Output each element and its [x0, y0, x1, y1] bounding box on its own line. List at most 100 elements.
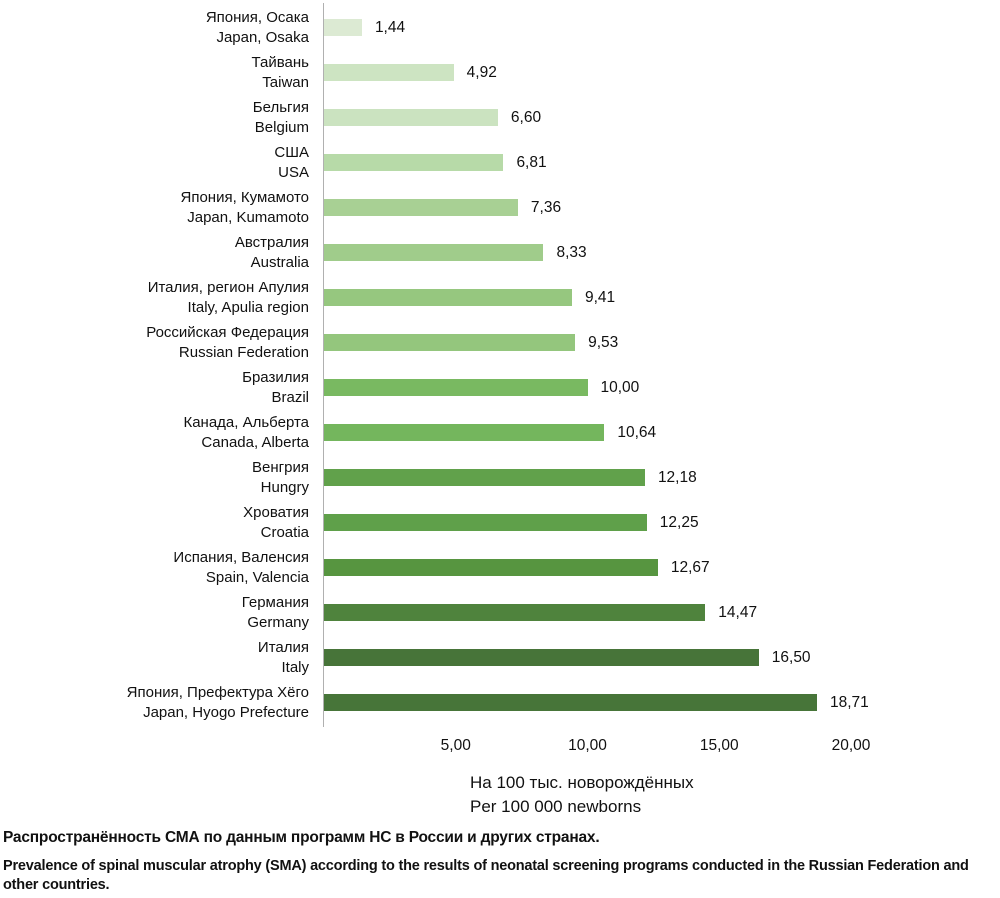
category-label-en: Italy [281, 658, 309, 676]
bar [324, 109, 498, 126]
bar [324, 334, 576, 351]
category-label: Австралия Australia [0, 233, 309, 272]
category-label-ru: Германия [241, 594, 309, 611]
category-label: Италия Italy [0, 638, 309, 677]
bar-track: 6,60 [324, 109, 1000, 127]
value-label: 7,36 [530, 198, 562, 216]
chart-row: Япония, Префектура Хёго Japan, Hyogo Pref… [0, 680, 1000, 725]
category-label-en: USA [278, 163, 309, 181]
value-label: 9,53 [588, 333, 619, 351]
category-label-ru: Италия, регион Апулия [147, 279, 309, 296]
chart-row: Италия, регион Апулия Italy, Apulia regio… [0, 275, 1000, 320]
x-tick-label: 20,00 [831, 737, 871, 754]
bar-track: 16,50 [324, 649, 1000, 667]
category-label-en: Spain, Valencia [205, 568, 309, 586]
category-label-en: Canada, Alberta [201, 433, 309, 451]
category-label: Российская Федерация Russian Federation [0, 323, 309, 362]
category-label: Япония, Осака Japan, Osaka [0, 8, 309, 47]
bar-track: 10,00 [324, 379, 1000, 397]
category-label: Хроватия Croatia [0, 503, 309, 542]
bar-track: 12,25 [324, 514, 1000, 532]
chart-row: Италия Italy 16,50 [0, 635, 1000, 680]
category-label: США USA [0, 143, 309, 182]
category-label-ru: Япония, Префектура Хёго [126, 684, 309, 701]
value-label: 6,60 [510, 108, 542, 126]
category-label: Япония, Кумамото Japan, Kumamoto [0, 188, 309, 227]
value-label: 18,71 [830, 693, 869, 711]
category-label-ru: Российская Федерация [146, 324, 309, 341]
bar-track: 4,92 [324, 64, 1000, 82]
value-label: 10,00 [600, 378, 640, 396]
category-label-en: Japan, Kumamoto [187, 208, 309, 226]
category-label: Венгрия Hungry [0, 458, 309, 497]
value-label: 12,18 [657, 468, 697, 486]
category-label: Бельгия Belgium [0, 98, 309, 137]
x-axis-ticks: 5,00 10,00 15,00 20,00 [324, 737, 884, 757]
value-label: 4,92 [466, 63, 497, 81]
category-label-ru: Венгрия [252, 459, 309, 476]
bar [324, 154, 504, 171]
chart-row: Испания, Валенсия Spain, Valencia 12,67 [0, 545, 1000, 590]
figure-caption: Распространённость СМА по данным програм… [3, 828, 997, 895]
bar-track: 7,36 [324, 199, 1000, 217]
bar-track: 10,64 [324, 424, 1000, 442]
category-label-ru: Италия [257, 639, 309, 656]
category-label-en: Brazil [271, 388, 309, 406]
value-label: 9,41 [584, 288, 616, 306]
bar [324, 649, 759, 666]
y-axis-line [322, 3, 324, 727]
category-label-en: Croatia [260, 523, 309, 541]
bar [324, 199, 518, 216]
bar [324, 64, 454, 81]
category-label-en: Japan, Osaka [216, 28, 309, 46]
category-label-ru: Япония, Осака [205, 9, 309, 26]
bar [324, 424, 605, 441]
chart-row: Бельгия Belgium 6,60 [0, 95, 1000, 140]
category-label-ru: Япония, Кумамото [180, 189, 309, 206]
category-label-en: Germany [247, 613, 309, 631]
x-axis-title-en: Per 100 000 newborns [470, 796, 642, 816]
bar-track: 1,44 [324, 19, 1000, 37]
bar-track: 12,18 [324, 469, 1000, 487]
category-label-en: Taiwan [262, 73, 309, 91]
category-label-ru: Бельгия [252, 99, 309, 116]
category-label: Тайвань Taiwan [0, 53, 309, 92]
x-tick-label: 10,00 [568, 737, 607, 754]
bar [324, 244, 544, 261]
category-label-ru: Тайвань [251, 54, 309, 71]
category-label: Япония, Префектура Хёго Japan, Hyogo Pref… [0, 683, 309, 722]
category-label: Бразилия Brazil [0, 368, 309, 407]
category-label-en: Italy, Apulia region [187, 298, 309, 316]
bar [324, 19, 362, 36]
value-label: 1,44 [374, 18, 406, 36]
category-label-ru: Бразилия [242, 369, 309, 386]
category-label: Испания, Валенсия Spain, Valencia [0, 548, 309, 587]
category-label-en: Russian Federation [178, 343, 309, 361]
value-label: 14,47 [718, 603, 758, 621]
bar [324, 289, 572, 306]
x-tick-label: 5,00 [440, 737, 471, 754]
x-axis-title: На 100 тыс. новорождённых Per 100 000 ne… [470, 771, 694, 818]
chart-row: Венгрия Hungry 12,18 [0, 455, 1000, 500]
value-label: 8,33 [556, 243, 587, 261]
chart-row: Бразилия Brazil 10,00 [0, 365, 1000, 410]
chart-row: США USA 6,81 [0, 140, 1000, 185]
category-label: Канада, Альберта Canada, Alberta [0, 413, 309, 452]
chart-row: Япония, Осака Japan, Osaka 1,44 [0, 5, 1000, 50]
chart-row: Хроватия Croatia 12,25 [0, 500, 1000, 545]
chart-row: Тайвань Taiwan 4,92 [0, 50, 1000, 95]
chart-row: Германия Germany 14,47 [0, 590, 1000, 635]
bar-track: 18,71 [324, 694, 1000, 712]
category-label-en: Australia [250, 253, 309, 271]
category-label: Италия, регион Апулия Italy, Apulia regio… [0, 278, 309, 317]
category-label-en: Japan, Hyogo Prefecture [143, 703, 309, 721]
chart-area: Япония, Осака Japan, Osaka 1,44 Тайвань Taiw… [0, 5, 1000, 725]
value-label: 12,25 [659, 513, 699, 531]
value-label: 6,81 [516, 153, 547, 171]
bar-track: 9,41 [324, 289, 1000, 307]
chart-row: Япония, Кумамото Japan, Kumamoto 7,36 [0, 185, 1000, 230]
category-label-en: Belgium [254, 118, 309, 136]
caption-ru: Распространённость СМА по данным програм… [3, 829, 600, 846]
value-label: 12,67 [670, 558, 710, 576]
